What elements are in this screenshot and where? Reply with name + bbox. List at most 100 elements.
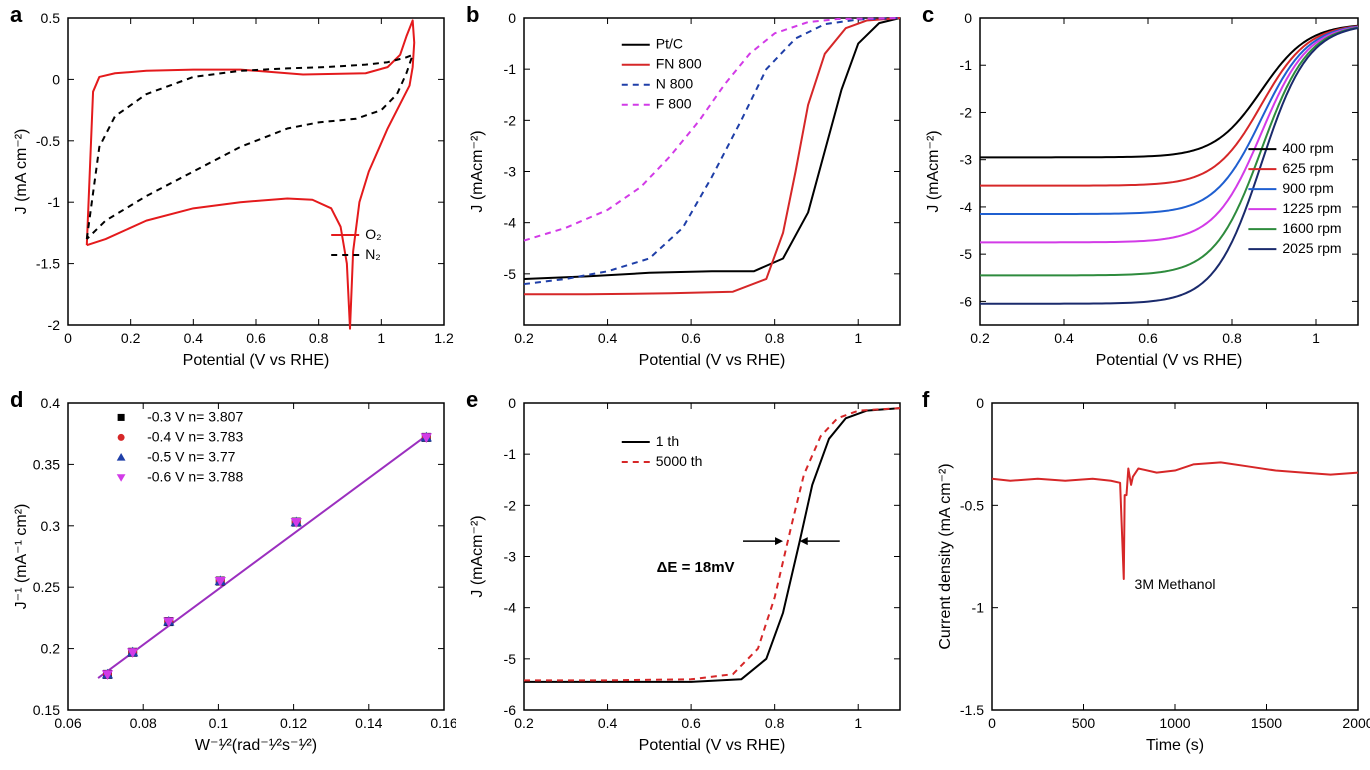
svg-text:0.4: 0.4 [41, 395, 61, 411]
svg-text:Time (s): Time (s) [1146, 737, 1204, 754]
panel-f: f 0 500 1000 1500 2000 -1.5 -1 -0.5 0 Time (s) Cur… [912, 385, 1370, 770]
svg-text:1: 1 [377, 330, 385, 346]
svg-text:0.8: 0.8 [765, 715, 785, 731]
panel-d-label: d [10, 387, 23, 413]
svg-text:-1.5: -1.5 [36, 256, 60, 272]
svg-text:0.2: 0.2 [514, 715, 534, 731]
panel-d-chart: 0.060.080.10.120.140.160.150.20.250.30.3… [0, 385, 456, 770]
svg-text:-2: -2 [504, 497, 517, 513]
svg-text:-3: -3 [960, 152, 973, 168]
svg-text:1: 1 [854, 330, 862, 346]
svg-text:-5: -5 [960, 246, 973, 262]
panel-f-chart: 0 500 1000 1500 2000 -1.5 -1 -0.5 0 Time (s) Curre… [912, 385, 1370, 770]
svg-text:0.8: 0.8 [765, 330, 785, 346]
svg-text:-2: -2 [504, 112, 517, 128]
svg-text:0.8: 0.8 [309, 330, 329, 346]
svg-text:-1.5: -1.5 [960, 702, 984, 718]
svg-text:-0.5: -0.5 [960, 497, 984, 513]
svg-text:-6: -6 [504, 702, 517, 718]
svg-text:-0.5: -0.5 [36, 133, 60, 149]
svg-text:-1: -1 [960, 57, 973, 73]
svg-text:Pt/C: Pt/C [656, 36, 683, 52]
svg-text:0.4: 0.4 [1054, 330, 1074, 346]
svg-text:0.25: 0.25 [33, 579, 60, 595]
panel-a: a 00.20.40.60.811.2-2-1.5-1-0.500.5Poten… [0, 0, 456, 385]
svg-text:O₂: O₂ [365, 226, 381, 242]
svg-text:5000 th: 5000 th [656, 453, 703, 469]
svg-text:Potential (V vs RHE): Potential (V vs RHE) [639, 737, 786, 754]
panel-c-chart: 0.20.40.60.81-6-5-4-3-2-10Potential (V v… [912, 0, 1370, 385]
svg-text:Potential (V vs RHE): Potential (V vs RHE) [1096, 352, 1243, 369]
panel-f-label: f [922, 387, 929, 413]
svg-text:-4: -4 [504, 600, 517, 616]
svg-text:W⁻¹⁄²(rad⁻¹⁄²s⁻¹⁄²): W⁻¹⁄²(rad⁻¹⁄²s⁻¹⁄²) [195, 737, 317, 754]
svg-text:-2: -2 [960, 104, 973, 120]
svg-text:J (mAcm⁻²): J (mAcm⁻²) [469, 515, 486, 597]
svg-text:0.4: 0.4 [598, 715, 618, 731]
svg-text:0: 0 [976, 395, 984, 411]
svg-text:0.2: 0.2 [41, 641, 61, 657]
svg-text:-1: -1 [972, 600, 985, 616]
svg-text:400 rpm: 400 rpm [1282, 140, 1333, 156]
panel-a-chart: 00.20.40.60.811.2-2-1.5-1-0.500.5Potenti… [0, 0, 456, 385]
panel-a-label: a [10, 2, 22, 28]
svg-text:Current density (mA cm⁻²): Current density (mA cm⁻²) [937, 463, 954, 649]
svg-text:0.15: 0.15 [33, 702, 60, 718]
svg-text:0.1: 0.1 [209, 715, 229, 731]
svg-text:2000: 2000 [1342, 715, 1370, 731]
svg-text:-5: -5 [504, 266, 517, 282]
svg-text:1 th: 1 th [656, 433, 679, 449]
svg-text:0: 0 [988, 715, 996, 731]
svg-text:J⁻¹ (mA⁻¹ cm²): J⁻¹ (mA⁻¹ cm²) [13, 504, 30, 610]
svg-text:-1: -1 [504, 446, 517, 462]
svg-text:0.35: 0.35 [33, 456, 60, 472]
svg-text:625 rpm: 625 rpm [1282, 160, 1333, 176]
svg-text:J (mAcm⁻²): J (mAcm⁻²) [469, 130, 486, 212]
svg-text:Potential (V vs RHE): Potential (V vs RHE) [639, 352, 786, 369]
panel-c-label: c [922, 2, 934, 28]
svg-text:-0.3 V n= 3.807: -0.3 V n= 3.807 [147, 408, 243, 424]
panel-e-chart: 0.20.40.60.81-6-5-4-3-2-10Potential (V v… [456, 385, 912, 770]
svg-text:F 800: F 800 [656, 96, 692, 112]
svg-text:0.16: 0.16 [430, 715, 456, 731]
svg-text:N 800: N 800 [656, 76, 694, 92]
svg-text:-3: -3 [504, 164, 517, 180]
panel-c: c 0.20.40.60.81-6-5-4-3-2-10Potential (V… [912, 0, 1370, 385]
svg-text:Potential (V vs RHE): Potential (V vs RHE) [183, 352, 330, 369]
svg-text:0.4: 0.4 [184, 330, 204, 346]
svg-text:-5: -5 [504, 651, 517, 667]
svg-text:1: 1 [854, 715, 862, 731]
svg-text:-1: -1 [48, 194, 61, 210]
svg-text:1225 rpm: 1225 rpm [1282, 200, 1341, 216]
svg-text:0.12: 0.12 [280, 715, 307, 731]
svg-text:2025 rpm: 2025 rpm [1282, 240, 1341, 256]
svg-text:1000: 1000 [1159, 715, 1190, 731]
svg-text:-6: -6 [960, 293, 973, 309]
svg-text:1500: 1500 [1251, 715, 1282, 731]
svg-text:500: 500 [1072, 715, 1096, 731]
panel-b-label: b [466, 2, 479, 28]
svg-text:-1: -1 [504, 61, 517, 77]
svg-text:0.2: 0.2 [970, 330, 990, 346]
svg-text:J (mAcm⁻²): J (mAcm⁻²) [925, 130, 942, 212]
svg-text:0.2: 0.2 [514, 330, 534, 346]
svg-text:0.6: 0.6 [681, 330, 701, 346]
svg-text:0.5: 0.5 [41, 10, 61, 26]
svg-text:-2: -2 [48, 317, 61, 333]
svg-text:0.6: 0.6 [681, 715, 701, 731]
svg-text:0: 0 [508, 395, 516, 411]
panel-e-label: e [466, 387, 478, 413]
panel-e: e 0.20.40.60.81-6-5-4-3-2-10Potential (V… [456, 385, 912, 770]
svg-text:0.4: 0.4 [598, 330, 618, 346]
svg-text:-0.4 V n= 3.783: -0.4 V n= 3.783 [147, 428, 243, 444]
svg-text:-0.6 V n= 3.788: -0.6 V n= 3.788 [147, 468, 243, 484]
svg-text:-0.5 V n= 3.77: -0.5 V n= 3.77 [147, 448, 236, 464]
svg-text:0: 0 [964, 10, 972, 26]
panel-d: d 0.060.080.10.120.140.160.150.20.250.30… [0, 385, 456, 770]
svg-text:FN 800: FN 800 [656, 56, 702, 72]
panel-b-chart: 0.20.40.60.81-5-4-3-2-10Potential (V vs … [456, 0, 912, 385]
svg-text:900 rpm: 900 rpm [1282, 180, 1333, 196]
figure-grid: a 00.20.40.60.811.2-2-1.5-1-0.500.5Poten… [0, 0, 1370, 770]
svg-text:0.6: 0.6 [1138, 330, 1158, 346]
svg-text:-4: -4 [504, 215, 517, 231]
